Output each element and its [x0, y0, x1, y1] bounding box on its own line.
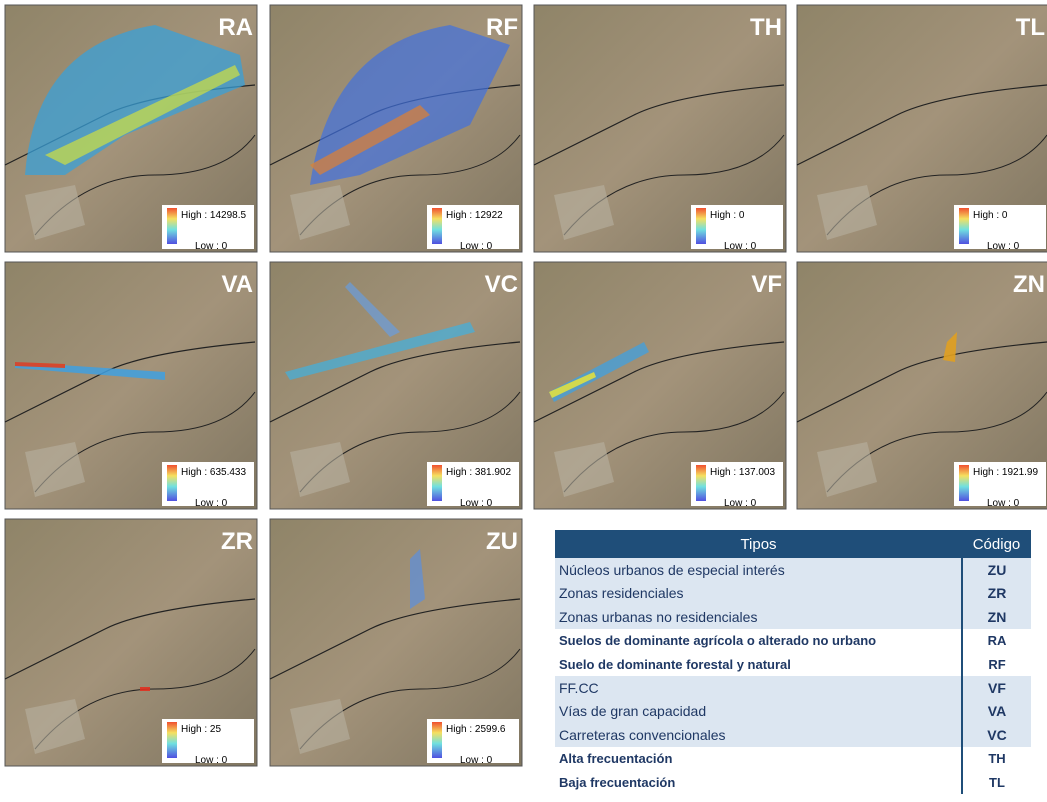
- legend-ramp: [167, 465, 177, 501]
- map-panel: ZN High : 1921.99 Low : 0: [797, 262, 1047, 509]
- legend-table: Tipos Código Núcleos urbanos de especial…: [555, 530, 1031, 794]
- code-cell: ZU: [962, 558, 1031, 582]
- code-cell: ZR: [962, 582, 1031, 606]
- panel-label: ZR: [221, 528, 253, 555]
- code-cell: TH: [962, 747, 1031, 771]
- type-cell: FF.CC: [555, 676, 962, 700]
- legend-high: High : 381.902: [446, 467, 511, 478]
- type-cell: Zonas residenciales: [555, 582, 962, 606]
- code-cell: VC: [962, 723, 1031, 747]
- map-panel: VF High : 137.003 Low : 0: [534, 262, 786, 509]
- legend-ramp: [696, 208, 706, 244]
- legend-high: High : 137.003: [710, 467, 775, 478]
- map-panel: VC High : 381.902 Low : 0: [270, 262, 522, 509]
- legend-high: High : 635.433: [181, 467, 246, 478]
- legend-ramp: [432, 465, 442, 501]
- map-panel: RA High : 14298.5 Low : 0: [5, 5, 257, 252]
- legend-high: High : 0: [973, 210, 1008, 221]
- legend-low: Low : 0: [460, 241, 493, 252]
- legend-high: High : 0: [710, 210, 745, 221]
- map-panel: ZR High : 25 Low : 0: [5, 519, 257, 766]
- table-row: Baja frecuentaciónTL: [555, 770, 1031, 794]
- legend-ramp: [959, 465, 969, 501]
- type-cell: Suelo de dominante forestal y natural: [555, 652, 962, 676]
- panel-label: RA: [218, 14, 253, 41]
- legend-high: High : 12922: [446, 210, 503, 221]
- heat-area: [140, 687, 150, 691]
- map-panel: VA High : 635.433 Low : 0: [5, 262, 257, 509]
- legend-high: High : 1921.99: [973, 467, 1038, 478]
- type-cell: Alta frecuentación: [555, 747, 962, 771]
- legend-high: High : 14298.5: [181, 210, 246, 221]
- type-cell: Suelos de dominante agrícola o alterado …: [555, 629, 962, 653]
- type-cell: Zonas urbanas no residenciales: [555, 605, 962, 629]
- code-cell: RA: [962, 629, 1031, 653]
- header-cell: Tipos: [555, 530, 962, 558]
- type-cell: Núcleos urbanos de especial interés: [555, 558, 962, 582]
- legend-ramp: [696, 465, 706, 501]
- legend-low: Low : 0: [195, 755, 228, 766]
- panel-label: RF: [486, 14, 518, 41]
- code-cell: RF: [962, 652, 1031, 676]
- legend-low: Low : 0: [987, 241, 1020, 252]
- legend-high: High : 2599.6: [446, 724, 506, 735]
- type-cell: Vías de gran capacidad: [555, 700, 962, 724]
- type-cell: Carreteras convencionales: [555, 723, 962, 747]
- legend-ramp: [432, 208, 442, 244]
- table-row: Suelos de dominante agrícola o alterado …: [555, 629, 1031, 653]
- panel-label: ZU: [486, 528, 518, 555]
- legend-low: Low : 0: [460, 498, 493, 509]
- type-cell: Baja frecuentación: [555, 770, 962, 794]
- legend-high: High : 25: [181, 724, 221, 735]
- legend-low: Low : 0: [460, 755, 493, 766]
- code-cell: VF: [962, 676, 1031, 700]
- code-cell: ZN: [962, 605, 1031, 629]
- legend-ramp: [432, 722, 442, 758]
- legend-ramp: [167, 722, 177, 758]
- map-panel: RF High : 12922 Low : 0: [270, 5, 522, 252]
- panel-label: ZN: [1013, 271, 1045, 298]
- code-cell: TL: [962, 770, 1031, 794]
- panel-label: TL: [1016, 14, 1045, 41]
- code-cell: VA: [962, 700, 1031, 724]
- legend-low: Low : 0: [195, 241, 228, 252]
- map-panel: ZU High : 2599.6 Low : 0: [270, 519, 522, 766]
- header-cell: Código: [962, 530, 1031, 558]
- legend-ramp: [959, 208, 969, 244]
- panel-label: TH: [750, 14, 782, 41]
- map-panel: TL High : 0 Low : 0: [797, 5, 1047, 252]
- panel-label: VA: [221, 271, 253, 298]
- legend-ramp: [167, 208, 177, 244]
- table-header: Tipos Código: [555, 530, 1031, 558]
- panel-label: VC: [485, 271, 518, 298]
- legend-low: Low : 0: [987, 498, 1020, 509]
- legend-low: Low : 0: [724, 498, 757, 509]
- panel-label: VF: [751, 271, 782, 298]
- legend-low: Low : 0: [195, 498, 228, 509]
- map-panel: TH High : 0 Low : 0: [534, 5, 786, 252]
- legend-low: Low : 0: [724, 241, 757, 252]
- figure: RA High : 14298.5 Low : 0 RF High : 12922 Low…: [0, 0, 1047, 802]
